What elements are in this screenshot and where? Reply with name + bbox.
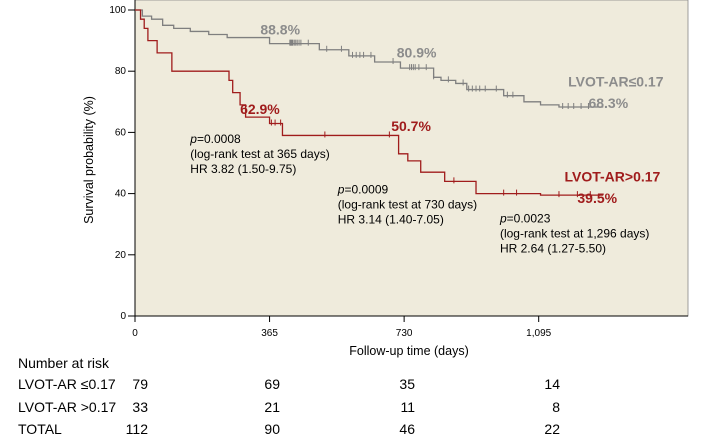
series-annotation: 50.7% — [391, 118, 431, 134]
x-tick-label: 365 — [261, 328, 278, 339]
x-tick-label: 730 — [396, 328, 413, 339]
series-annotation: 80.9% — [397, 44, 437, 60]
stat-note-line1: p=0.0009 — [337, 183, 389, 197]
stat-note-line2: (log-rank test at 365 days) — [190, 147, 329, 161]
y-tick-label: 20 — [115, 250, 127, 261]
risk-row-label-1: LVOT-AR ≤0.17 — [18, 376, 116, 392]
risk-row-value: 69 — [264, 376, 280, 392]
y-tick-label: 80 — [115, 66, 127, 77]
series-annotation: LVOT-AR>0.17 — [564, 168, 660, 184]
risk-row-value: 11 — [400, 399, 415, 415]
risk-row-value: 33 — [132, 399, 148, 415]
x-axis-label: Follow-up time (days) — [349, 344, 468, 358]
risk-row-label-3: TOTAL — [18, 421, 62, 437]
stat-note-line3: HR 3.14 (1.40-7.05) — [338, 213, 444, 227]
risk-table-title: Number at risk — [18, 355, 110, 371]
y-tick-label: 0 — [120, 311, 126, 322]
y-tick-label: 100 — [109, 5, 126, 16]
risk-row-value: 35 — [399, 376, 415, 392]
survival-curves — [135, 9, 604, 198]
axes: 0 20 40 60 80 100 0 365 730 1,095 — [109, 0, 688, 339]
plot-background — [134, 0, 689, 317]
x-tick-label: 0 — [132, 328, 138, 339]
risk-row-value: 79 — [132, 376, 148, 392]
stat-note-line3: HR 2.64 (1.27-5.50) — [500, 242, 606, 256]
risk-row-value: 22 — [544, 421, 560, 437]
series-annotation: 62.9% — [240, 101, 280, 117]
y-tick-label: 40 — [115, 189, 127, 200]
stat-note-line3: HR 3.82 (1.50-9.75) — [190, 162, 296, 176]
series-annotation: LVOT-AR≤0.17 — [568, 74, 664, 90]
risk-row-value: 112 — [125, 421, 148, 437]
series-annotation: 88.8% — [260, 21, 300, 37]
risk-row-value: 46 — [399, 421, 415, 437]
risk-row-value: 8 — [552, 399, 560, 415]
x-tick-label: 1,095 — [526, 328, 551, 339]
stat-note-line2: (log-rank test at 1,296 days) — [500, 227, 649, 241]
y-tick-label: 60 — [115, 127, 127, 138]
series-line-2 — [135, 9, 604, 196]
stat-note-line1: p=0.0023 — [499, 212, 551, 226]
series-annotation: 68.3% — [588, 95, 628, 111]
risk-row-label-2: LVOT-AR >0.17 — [18, 399, 117, 415]
series-annotation: 39.5% — [577, 190, 617, 206]
risk-row-value: 21 — [264, 399, 280, 415]
y-axis-label: Survival probability (%) — [82, 96, 96, 224]
stat-note-line2: (log-rank test at 730 days) — [338, 198, 477, 212]
risk-row-value: 14 — [544, 376, 560, 392]
km-chart: 0 20 40 60 80 100 0 365 730 1,095 88.8% 80.9% LVOT-… — [82, 0, 689, 358]
stat-note-line1: p=0.0008 — [189, 132, 241, 146]
risk-row-value: 90 — [264, 421, 280, 437]
annotations: 88.8% 80.9% LVOT-AR≤0.17 68.3% 62.9% 50.7% LVO… — [189, 21, 663, 255]
